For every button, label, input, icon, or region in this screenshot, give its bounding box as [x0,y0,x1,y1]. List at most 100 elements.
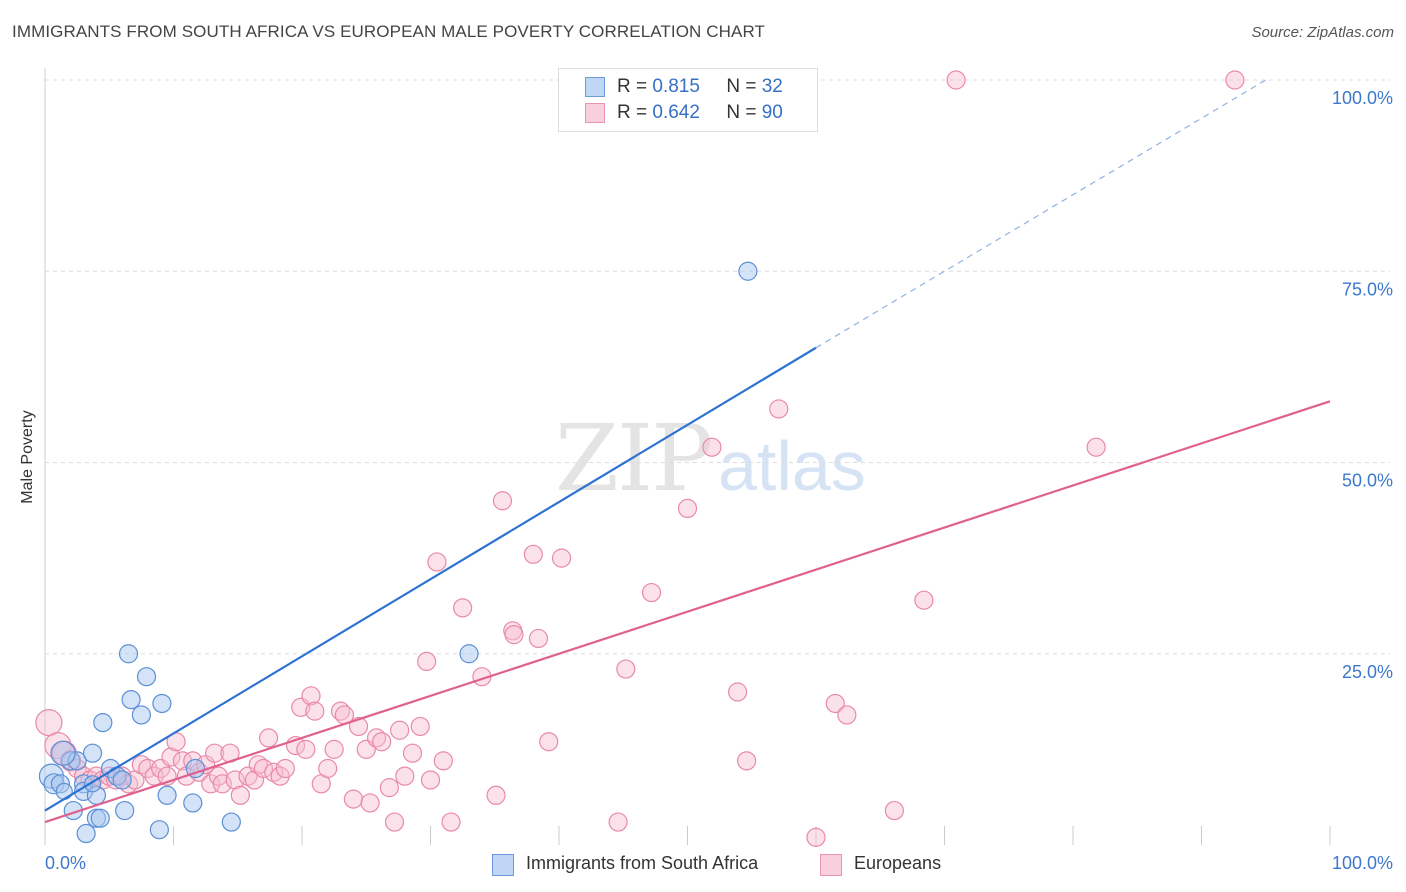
south-africa-point [185,758,205,779]
europeans-point [230,785,250,805]
legend-label: Immigrants from South Africa [526,853,759,873]
south-africa-point [115,800,135,821]
legend-swatch-blue [585,77,605,97]
south-africa-point [93,712,113,733]
europeans-point [433,751,453,771]
south-africa-trend-line [44,346,817,812]
south-africa-point [118,644,139,664]
europeans-point [225,770,245,790]
south-africa-point [121,690,141,710]
europeans-point [161,747,181,767]
n-label: N = [726,76,757,97]
europeans-point [769,399,789,419]
europeans-point [551,548,572,568]
europeans-point [301,686,321,706]
south-africa-point [152,693,172,714]
r-value: 0.642 [652,102,700,123]
south-africa-point [157,785,177,805]
europeans-point [248,755,268,775]
europeans-point [390,720,410,740]
europeans-point [275,758,295,779]
europeans-point [384,812,405,832]
south-africa-point [149,820,169,840]
watermark-atlas: atlas [718,427,866,505]
south-africa-point [459,644,479,664]
europeans-trend-line [44,400,1331,824]
europeans-point [884,800,904,821]
europeans-point [453,598,473,618]
legend-swatch-blue [492,854,514,876]
y-tick-label: 25.0% [1342,662,1393,682]
europeans-point [258,728,279,748]
south-africa-point [136,667,157,687]
n-value: 32 [761,76,783,97]
europeans-point [205,743,225,763]
source-label: Source: ZipAtlas.com [1251,24,1394,41]
south-africa-trend-extension [815,79,1267,349]
europeans-point [366,728,387,748]
south-africa-point [90,808,110,828]
europeans-point [702,437,722,457]
europeans-point [677,498,698,518]
europeans-point [212,774,232,794]
europeans-point [528,628,549,649]
europeans-point [486,785,506,805]
europeans-point [420,770,441,790]
europeans-point [417,651,437,672]
europeans-point [914,590,934,610]
europeans-point [372,732,392,752]
europeans-point [539,732,559,752]
europeans-point [608,812,628,832]
watermark-zip: ZIP [555,405,711,512]
europeans-point [806,827,826,847]
europeans-point [504,625,524,645]
x-tick-label: 100.0% [1332,853,1393,873]
legend-swatch-pink [585,103,605,123]
europeans-point [379,778,399,798]
n-value: 90 [761,102,783,123]
chart-title: IMMIGRANTS FROM SOUTH AFRICA VS EUROPEAN… [12,22,766,41]
europeans-point [616,659,636,679]
europeans-point [395,766,415,786]
europeans-point [330,701,351,721]
legend-swatch-pink [820,854,842,876]
south-africa-point [76,823,96,844]
europeans-point [296,739,316,759]
europeans-point [728,682,748,702]
europeans-point [737,751,757,771]
n-label: N = [726,102,757,123]
y-tick-label: 50.0% [1342,471,1393,491]
europeans-point [201,774,221,794]
europeans-point [523,544,543,564]
europeans-point [318,758,338,779]
x-tick-label: 0.0% [45,853,86,873]
y-tick-label: 100.0% [1332,88,1393,108]
europeans-point [305,701,325,721]
south-africa-point [183,793,203,813]
europeans-point [410,716,430,737]
europeans-point [825,693,845,714]
correlation-legend: R = 0.815 N = 32 R = 0.642 N = 90 [558,68,818,132]
south-africa-point [50,740,76,766]
south-africa-point [221,812,241,832]
legend-label: Europeans [854,853,942,873]
europeans-point [402,743,423,763]
europeans-point [35,708,63,737]
europeans-point [343,789,363,809]
europeans-point [946,70,966,90]
south-africa-point [82,743,103,763]
europeans-point [837,705,857,725]
y-tick-label: 75.0% [1342,279,1393,299]
south-africa-point [131,705,151,725]
r-label: R = [617,76,648,97]
europeans-point [641,582,662,603]
south-africa-point [55,782,73,801]
europeans-point [1086,437,1106,457]
europeans-point [324,739,344,759]
europeans-point [1225,70,1245,90]
europeans-point [441,812,461,832]
europeans-point [360,793,380,813]
r-value: 0.815 [652,76,700,97]
south-africa-point [112,770,132,790]
